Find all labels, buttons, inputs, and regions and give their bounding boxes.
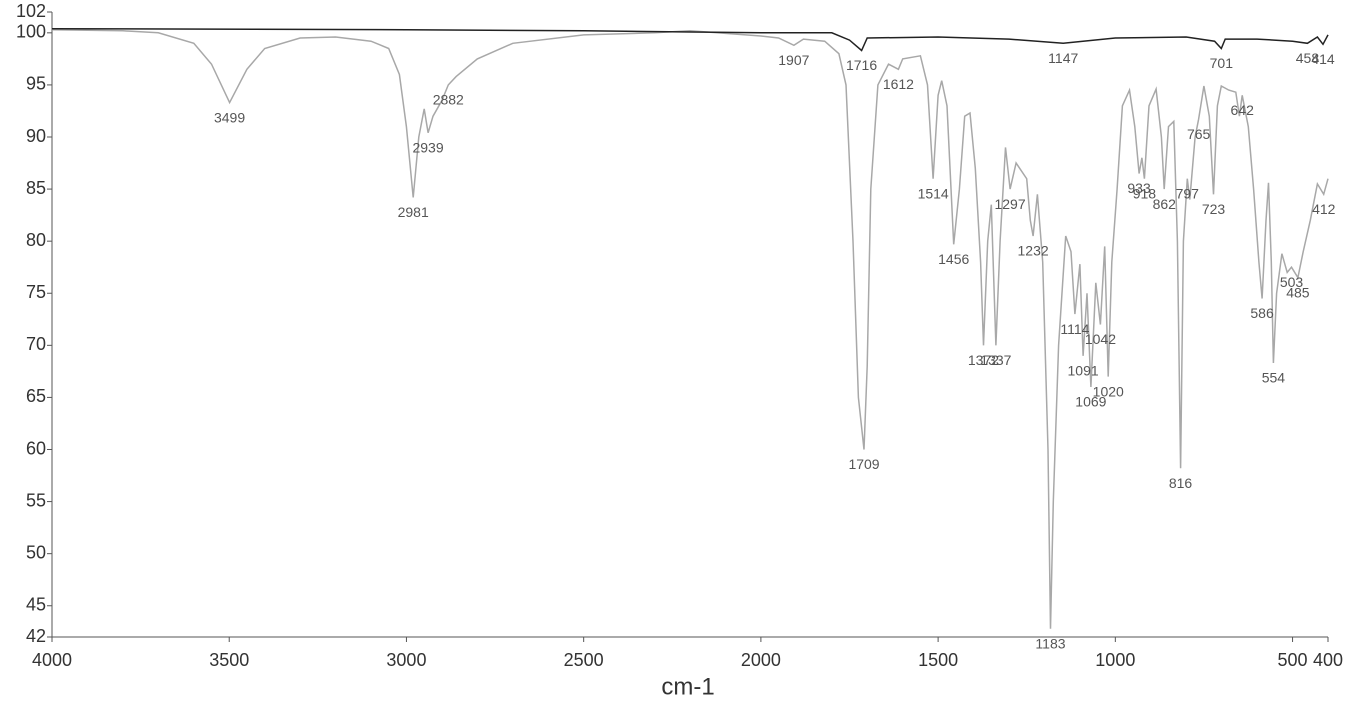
- peak-label: 862: [1153, 196, 1177, 212]
- x-tick-label: 400: [1313, 650, 1343, 670]
- peak-label: 2939: [412, 140, 443, 156]
- y-tick-label: 42: [26, 626, 46, 646]
- peak-label: 701: [1210, 55, 1234, 71]
- peak-label: 918: [1133, 185, 1157, 201]
- peak-label: 1232: [1018, 243, 1049, 259]
- peak-label: 586: [1250, 305, 1274, 321]
- x-tick-label: 3500: [209, 650, 249, 670]
- peak-label: 2981: [398, 204, 429, 220]
- peak-label: 797: [1176, 185, 1200, 201]
- peak-label: 816: [1169, 475, 1193, 491]
- peak-label: 554: [1262, 370, 1286, 386]
- peak-label: 723: [1202, 201, 1226, 217]
- peak-label: 503: [1280, 274, 1304, 290]
- x-tick-label: 1500: [918, 650, 958, 670]
- spectrum-line: [51, 27, 1329, 52]
- y-tick-label: 80: [26, 230, 46, 250]
- peak-label: 485: [1286, 284, 1310, 300]
- peak-label: 3499: [214, 109, 245, 125]
- peak-label: 412: [1312, 201, 1336, 217]
- peak-label: 1020: [1093, 383, 1124, 399]
- peak-label: 1372: [968, 352, 999, 368]
- peak-label: 1709: [848, 456, 879, 472]
- x-tick-label: 2500: [564, 650, 604, 670]
- y-tick-label: 45: [26, 595, 46, 615]
- x-axis-label: cm-1: [661, 673, 714, 700]
- peak-label: 1514: [918, 185, 949, 201]
- spectrum-line: [51, 28, 1329, 629]
- peak-label: 414: [1311, 51, 1335, 67]
- peak-label: 1907: [778, 52, 809, 68]
- peak-label: 1147: [1048, 50, 1078, 66]
- peak-label: 933: [1127, 180, 1151, 196]
- x-tick-label: 3000: [386, 650, 426, 670]
- peak-label: 1456: [938, 251, 969, 267]
- y-tick-label: 55: [26, 490, 46, 510]
- peak-label: 642: [1231, 102, 1255, 118]
- x-tick-label: 500: [1278, 650, 1308, 670]
- y-tick-label: 95: [26, 74, 46, 94]
- y-tick-label: 90: [26, 126, 46, 146]
- peak-label: 1337: [980, 352, 1011, 368]
- y-tick-label: 85: [26, 178, 46, 198]
- y-tick-label: 75: [26, 282, 46, 302]
- peak-label: 1297: [994, 196, 1025, 212]
- peak-label: 1042: [1085, 331, 1116, 347]
- peak-label: 1183: [1035, 635, 1065, 651]
- peak-label: 765: [1187, 126, 1211, 142]
- x-tick-label: 4000: [32, 650, 72, 670]
- peak-label: 1091: [1068, 362, 1099, 378]
- x-tick-label: 2000: [741, 650, 781, 670]
- x-tick-label: 1000: [1095, 650, 1135, 670]
- peak-label: 458: [1296, 50, 1320, 66]
- y-tick-label: 70: [26, 334, 46, 354]
- y-tick-label: 60: [26, 438, 46, 458]
- peak-label: 1069: [1075, 394, 1106, 410]
- y-tick-label: 65: [26, 386, 46, 406]
- peak-label: 1612: [883, 76, 914, 92]
- y-tick-label: 50: [26, 542, 46, 562]
- peak-label: 1716: [846, 57, 877, 73]
- peak-label: 2882: [433, 92, 464, 108]
- y-tick-label: 100: [16, 22, 46, 42]
- y-tick-label: 102: [16, 1, 46, 21]
- peak-label: 1114: [1060, 321, 1089, 337]
